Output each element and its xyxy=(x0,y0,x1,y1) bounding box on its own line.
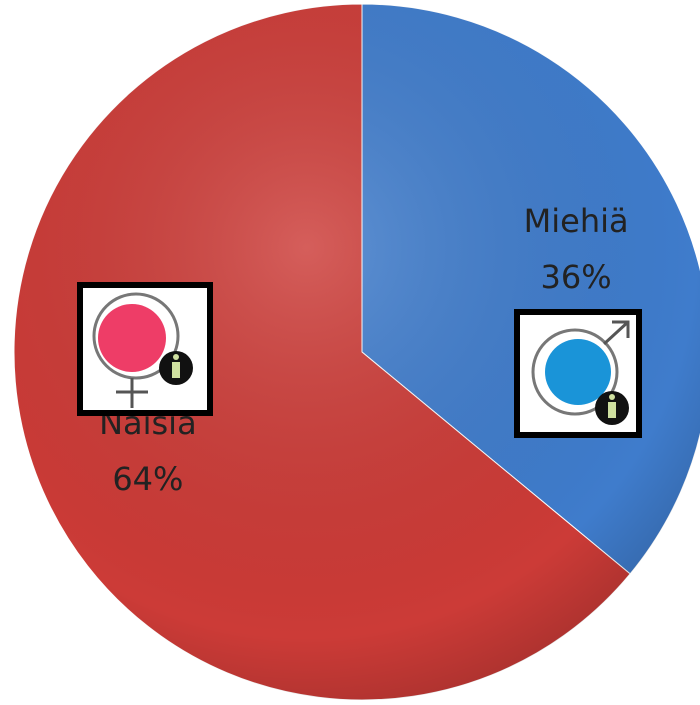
category-label: Miehiä xyxy=(524,202,629,240)
shading xyxy=(14,4,700,700)
female-icon xyxy=(77,282,213,416)
value-label: 64% xyxy=(112,460,183,498)
value-label: 36% xyxy=(541,258,612,296)
male-icon xyxy=(514,309,642,438)
